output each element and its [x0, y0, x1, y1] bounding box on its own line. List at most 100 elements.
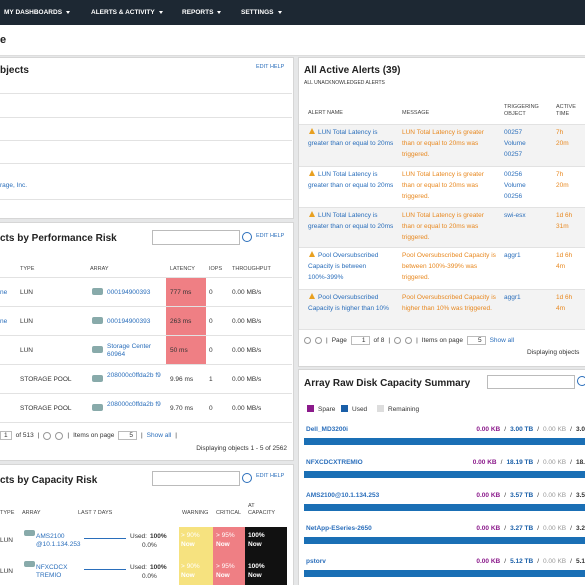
- legend-label: Used: [352, 406, 368, 413]
- last-button[interactable]: [405, 337, 413, 344]
- array[interactable]: 208000c0ffda2b f9: [107, 372, 161, 379]
- edit-help[interactable]: EDIT HELP: [256, 64, 285, 70]
- active-time: 1d 6h 31m: [556, 212, 573, 230]
- array[interactable]: AMS2100 @10.1.134.253: [36, 533, 81, 548]
- array-name[interactable]: NetApp-ESeries-2650: [306, 525, 372, 532]
- items-input[interactable]: 5: [118, 431, 137, 440]
- active-time: 7h 20m: [556, 171, 569, 189]
- prev-button[interactable]: [315, 337, 322, 344]
- search-icon[interactable]: [242, 473, 252, 483]
- items-label: Items on page: [73, 432, 115, 439]
- separator: /: [570, 426, 572, 433]
- show-all[interactable]: Show all: [146, 432, 172, 439]
- array-name[interactable]: AMS2100@10.1.134.253: [306, 492, 380, 499]
- search-box[interactable]: [152, 471, 240, 486]
- row-line: [0, 140, 292, 141]
- array[interactable]: 000194900393: [107, 289, 151, 296]
- edit-help[interactable]: EDIT HELP: [256, 473, 285, 479]
- last-button[interactable]: [55, 431, 64, 440]
- legend-label: Spare: [318, 406, 336, 413]
- nav-bar: [0, 0, 585, 25]
- trigger-object[interactable]: swi-esx: [504, 212, 526, 219]
- row-line: [299, 329, 585, 330]
- row-line: [0, 422, 292, 423]
- alert-message: Pool Oversubscribed Capacity is higher t…: [402, 294, 496, 312]
- used: 5.12 TB: [510, 558, 534, 565]
- alert-name[interactable]: LUN Total Latency is greater than or equ…: [308, 212, 394, 230]
- panel-title: All Active Alerts (39): [304, 65, 401, 76]
- nav-item[interactable]: MY DASHBOARDS: [4, 9, 71, 16]
- alert-message: LUN Total Latency is greater than or equ…: [402, 212, 484, 241]
- panel: [0, 222, 294, 461]
- array[interactable]: 208000c0ffda2b f9: [107, 401, 161, 408]
- separator: /: [570, 558, 572, 565]
- column-header: TRIGGERING OBJECT: [504, 104, 539, 117]
- page-input[interactable]: 1: [350, 336, 370, 345]
- alert-name[interactable]: Pool Oversubscribed Capacity is higher t…: [308, 294, 389, 312]
- column-header: ARRAY: [22, 510, 41, 516]
- row-line: [299, 289, 585, 290]
- used: 3.57 TB: [510, 492, 534, 499]
- spare: 0.00 KB: [476, 525, 501, 532]
- spare: 0.00 KB: [472, 459, 497, 466]
- alert-name[interactable]: LUN Total Latency is greater than or equ…: [308, 171, 394, 189]
- show-all[interactable]: Show all: [489, 337, 515, 344]
- type: LUN: [0, 568, 14, 575]
- latency: 9.70 ms: [170, 405, 194, 412]
- iops: 0: [209, 347, 213, 354]
- trigger-object[interactable]: aggr1: [504, 252, 521, 259]
- warning-when: Now: [181, 541, 195, 548]
- type: LUN: [20, 347, 34, 354]
- column-header: TYPE: [20, 266, 35, 272]
- array-name[interactable]: Dell_MD3200i: [306, 426, 348, 433]
- separator: |: [175, 432, 177, 439]
- array[interactable]: 000194900393: [107, 318, 151, 325]
- next-button[interactable]: [43, 431, 52, 440]
- alert-name[interactable]: Pool Oversubscribed Capacity is between …: [308, 252, 379, 281]
- search-box[interactable]: [152, 230, 240, 245]
- trend-line: [84, 538, 126, 539]
- nav-item[interactable]: SETTINGS: [241, 9, 282, 16]
- row-line: [0, 393, 292, 394]
- used-label: Used:: [130, 533, 147, 540]
- search-icon[interactable]: [577, 376, 585, 386]
- array-name[interactable]: NFXCDCXTREMIO: [306, 459, 363, 466]
- first-button[interactable]: [304, 337, 311, 344]
- separator: /: [570, 525, 572, 532]
- active-time: 7h 20m: [556, 129, 569, 147]
- array[interactable]: NFXCDCX TREMIO: [36, 564, 68, 579]
- separator: /: [504, 492, 507, 499]
- alert-name[interactable]: LUN Total Latency is greater than or equ…: [308, 129, 394, 147]
- trigger-object[interactable]: 00257 Volume 00257: [504, 129, 526, 158]
- trigger-object[interactable]: aggr1: [504, 294, 521, 301]
- trigger-object[interactable]: 00256 Volume 00256: [504, 171, 526, 200]
- latency: 9.96 ms: [170, 376, 194, 383]
- row-text[interactable]: rage, Inc.: [0, 182, 28, 189]
- panel-title: bjects: [0, 65, 29, 76]
- latency: 263 ms: [170, 318, 192, 325]
- warning: > 90%: [181, 532, 200, 539]
- next-button[interactable]: [394, 337, 402, 344]
- nav-item[interactable]: ALERTS & ACTIVITY: [91, 9, 163, 16]
- row-line: [299, 166, 585, 167]
- page-input[interactable]: 1: [0, 431, 12, 440]
- object-name[interactable]: ne: [0, 318, 8, 325]
- search-box[interactable]: [487, 375, 575, 389]
- row-bg: [299, 125, 585, 167]
- capacity: 100%: [248, 563, 265, 570]
- search-icon[interactable]: [242, 232, 252, 242]
- capacity-values: 0.00 KB/18.19 TB/0.00 KB/18.: [473, 459, 585, 466]
- array[interactable]: Storage Center 60964: [107, 343, 152, 358]
- object-name[interactable]: ne: [0, 289, 8, 296]
- items-input[interactable]: 5: [466, 336, 486, 345]
- row-line: [0, 163, 292, 164]
- capacity-bar: [304, 471, 585, 478]
- remaining: 0.00 KB: [543, 426, 567, 433]
- column-header: ALERT NAME: [308, 110, 343, 116]
- row-line: [0, 117, 292, 118]
- array-name[interactable]: pstorv: [306, 558, 326, 565]
- used-label: Used:: [130, 564, 147, 571]
- array-icon: [24, 530, 35, 536]
- nav-item[interactable]: REPORTS: [182, 9, 222, 16]
- edit-help[interactable]: EDIT HELP: [256, 233, 285, 239]
